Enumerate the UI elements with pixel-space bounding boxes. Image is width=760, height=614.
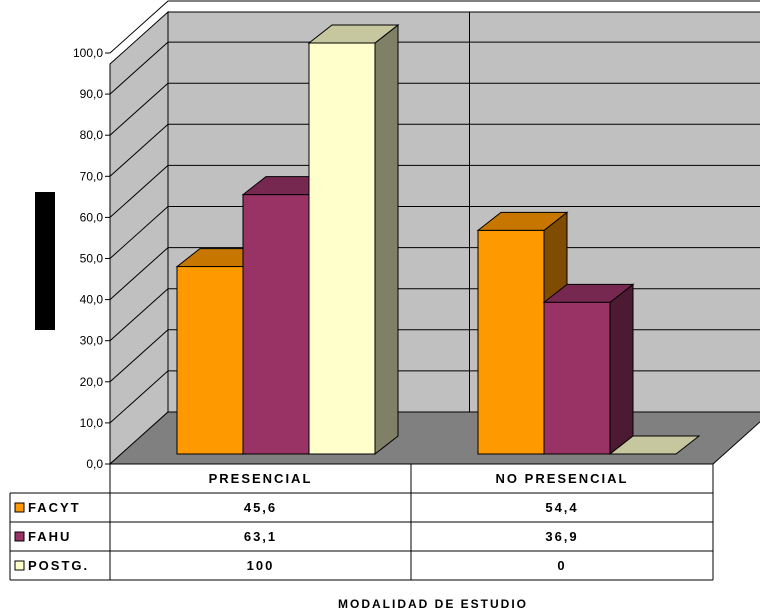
- bar-front: [543, 301, 611, 455]
- data-label: 45,6: [244, 500, 277, 515]
- y-tick-label: 10,0: [80, 416, 104, 430]
- y-tick-label: 100,0: [73, 46, 103, 60]
- bars: [175, 23, 701, 456]
- y-tick-label: 90,0: [80, 87, 104, 101]
- y-tick-label: 30,0: [80, 334, 104, 348]
- data-label: 36,9: [545, 529, 578, 544]
- y-tick-label: 80,0: [80, 128, 104, 142]
- bar-postg-1: [608, 435, 701, 455]
- bar-top: [608, 435, 701, 455]
- category-label: PRESENCIAL: [209, 471, 313, 486]
- data-table: PRESENCIAL NO PRESENCIAL FACYT 45,6 54,4 FAHU…: [9, 463, 714, 581]
- gridline: [109, 247, 760, 300]
- gridline: [109, 0, 760, 54]
- bar-front: [242, 194, 310, 455]
- legend-label: POSTG.: [28, 558, 89, 573]
- y-tick-label: 20,0: [80, 375, 104, 389]
- y-tick-label: 60,0: [80, 210, 104, 224]
- y-tick-label: 0,0: [86, 457, 103, 471]
- bar-fahu-1: [542, 283, 635, 456]
- gridline: [109, 82, 760, 136]
- legend-swatch: [14, 560, 25, 571]
- gridline: [109, 164, 760, 218]
- bar-front: [176, 266, 244, 455]
- bar-side: [609, 283, 634, 456]
- x-axis-title: MODALIDAD DE ESTUDIO: [338, 597, 528, 611]
- y-tick-label: 70,0: [80, 169, 104, 183]
- bar-postg-0: [307, 23, 400, 456]
- y-axis-title-block: [35, 192, 55, 330]
- legend-label: FAHU: [28, 529, 71, 544]
- data-label: 0: [557, 558, 566, 573]
- legend-swatch: [14, 531, 25, 542]
- bar-side: [374, 23, 399, 456]
- data-label: 54,4: [545, 500, 578, 515]
- data-label: 63,1: [244, 529, 277, 544]
- gridline: [109, 41, 760, 95]
- legend-label: FACYT: [28, 500, 81, 515]
- data-label: 100: [247, 558, 275, 573]
- category-label: NO PRESENCIAL: [496, 471, 629, 486]
- bar-front: [477, 229, 545, 455]
- bar-front: [308, 42, 376, 455]
- gridline: [109, 206, 760, 259]
- gridline: [109, 123, 760, 177]
- side-wall: [109, 10, 169, 466]
- gridlines: [109, 0, 760, 424]
- y-axis: 0,0 10,0 20,0 30,0 40,0 50,0 60,0 70,0 80,0 90,0 1…: [73, 46, 111, 471]
- y-tick-label: 40,0: [80, 293, 104, 307]
- legend-swatch: [14, 502, 25, 513]
- y-tick-label: 50,0: [80, 252, 104, 266]
